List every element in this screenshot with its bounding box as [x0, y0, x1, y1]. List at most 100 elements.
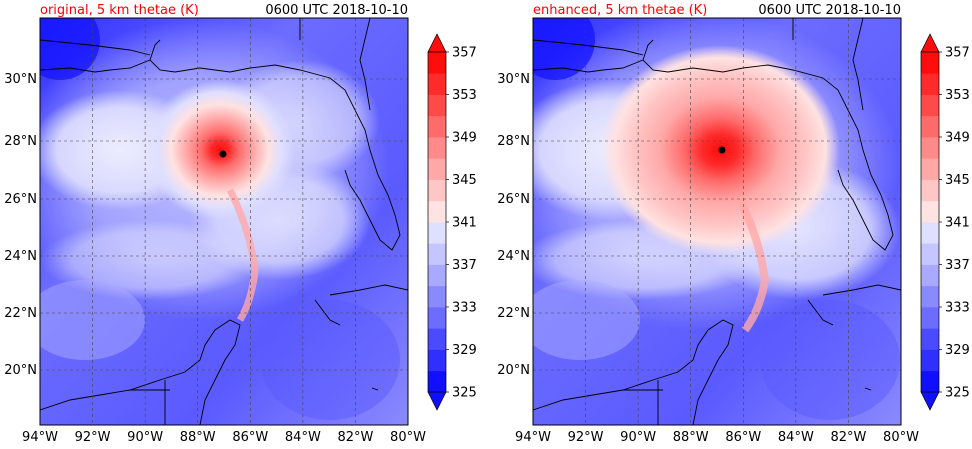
y-tick-labels: 20°N 22°N 24°N 26°N 28°N 30°N [497, 72, 530, 378]
y-tick-label: 22°N [497, 306, 530, 321]
colorbar-segment [921, 179, 939, 202]
colorbar-segment [921, 73, 939, 95]
colorbar-tick-label: 329 [945, 343, 970, 358]
y-tick-label: 30°N [4, 72, 37, 87]
y-tick-label: 20°N [497, 363, 530, 378]
colorbar-segment [428, 243, 446, 265]
colorbar-segment [428, 222, 446, 244]
colorbar-segment [921, 243, 939, 265]
grid-lines [533, 18, 901, 425]
y-tick-label: 24°N [4, 249, 37, 264]
colorbar-segment [428, 264, 446, 287]
colorbar-tick-label: 357 [452, 46, 477, 61]
y-tick-label: 28°N [497, 134, 530, 149]
colorbar-tick-label: 337 [452, 258, 477, 273]
x-tick-label: 86°W [232, 430, 268, 445]
colorbar-segment [428, 137, 446, 159]
colorbar-segment [428, 179, 446, 202]
storm-center-marker [718, 146, 726, 154]
panel-title-right: 0600 UTC 2018-10-10 [265, 3, 408, 18]
panel-title-right: 0600 UTC 2018-10-10 [758, 3, 901, 18]
storm-center-marker [219, 150, 227, 158]
colorbar-segment [921, 222, 939, 244]
x-tick-label: 84°W [778, 430, 814, 445]
colorbar-tick-label: 333 [945, 301, 970, 316]
x-tick-label: 80°W [883, 430, 919, 445]
panel-title-left: enhanced, 5 km thetae (K) [533, 3, 707, 18]
colorbar-segment [921, 349, 939, 372]
y-tick-label: 24°N [497, 249, 530, 264]
colorbar-tick-label: 329 [452, 343, 477, 358]
y-tick-label: 28°N [4, 134, 37, 149]
colorbar-segment [921, 200, 939, 223]
colorbar-tick-label: 353 [945, 88, 970, 103]
plot-frame [39, 17, 409, 426]
colorbar-segment [428, 349, 446, 372]
x-tick-label: 86°W [725, 430, 761, 445]
colorbar-segment [428, 307, 446, 329]
colorbar-segment [921, 307, 939, 329]
y-tick-label: 20°N [4, 363, 37, 378]
x-tick-label: 88°W [673, 430, 709, 445]
x-tick-labels: 94°W 92°W 90°W 88°W 86°W 84°W 82°W 80°W [22, 430, 426, 445]
colorbar-segment [428, 370, 446, 393]
x-tick-labels: 94°W 92°W 90°W 88°W 86°W 84°W 82°W 80°W [515, 430, 919, 445]
colorbar-tick-label: 349 [945, 131, 970, 146]
x-tick-label: 84°W [285, 430, 321, 445]
colorbar-tick-label: 325 [452, 386, 477, 401]
y-tick-label: 26°N [497, 192, 530, 207]
plot-frame [532, 17, 902, 426]
colorbar-segment [921, 158, 939, 180]
x-tick-label: 92°W [568, 430, 604, 445]
colorbar-tick-label: 333 [452, 301, 477, 316]
colorbar: 325 329 333 337 341 345 349 353 357 [427, 33, 477, 411]
colorbar-segment [428, 200, 446, 223]
x-tick-label: 90°W [620, 430, 656, 445]
colorbar-tick-label: 357 [945, 46, 970, 61]
y-tick-labels: 20°N 22°N 24°N 26°N 28°N 30°N [4, 72, 37, 378]
colorbar-tick-label: 345 [945, 173, 970, 188]
x-tick-label: 82°W [830, 430, 866, 445]
thetae-field [40, 18, 408, 425]
colorbar-segment [921, 94, 939, 117]
x-tick-label: 92°W [75, 430, 111, 445]
colorbar-tick-label: 341 [452, 216, 477, 231]
colorbar-segment [921, 137, 939, 159]
colorbar-extend-max [920, 33, 940, 53]
y-tick-label: 30°N [497, 72, 530, 87]
colorbar-segment [428, 73, 446, 95]
x-tick-label: 94°W [22, 430, 58, 445]
colorbar: 325 329 333 337 341 345 349 353 357 [920, 33, 970, 411]
map-panel-original: original, 5 km thetae (K) 0600 UTC 2018-… [4, 3, 477, 445]
colorbar-tick-label: 325 [945, 386, 970, 401]
colorbar-tick-label: 349 [452, 131, 477, 146]
colorbar-tick-label: 345 [452, 173, 477, 188]
colorbar-segment [428, 94, 446, 117]
y-tick-label: 26°N [4, 192, 37, 207]
colorbar-tick-label: 337 [945, 258, 970, 273]
colorbar-segment [428, 328, 446, 350]
colorbar-extend-min [427, 391, 447, 411]
x-tick-label: 90°W [127, 430, 163, 445]
colorbar-tick-label: 353 [452, 88, 477, 103]
colorbar-segment [921, 328, 939, 350]
colorbar-segment [921, 115, 939, 138]
colorbar-segment [428, 115, 446, 138]
colorbar-segment [921, 52, 939, 74]
colorbar-segment [428, 158, 446, 180]
y-tick-label: 22°N [4, 306, 37, 321]
colorbar-segment [921, 285, 939, 308]
x-tick-label: 82°W [337, 430, 373, 445]
colorbar-extend-min [920, 391, 940, 411]
colorbar-segment [921, 370, 939, 393]
colorbar-segment [428, 52, 446, 74]
x-tick-label: 94°W [515, 430, 551, 445]
x-tick-label: 88°W [180, 430, 216, 445]
thetae-field [533, 18, 901, 425]
colorbar-tick-label: 341 [945, 216, 970, 231]
panel-title-left: original, 5 km thetae (K) [40, 3, 199, 18]
map-panel-enhanced: enhanced, 5 km thetae (K) 0600 UTC 2018-… [497, 3, 970, 445]
colorbar-segment [428, 285, 446, 308]
coastlines [40, 18, 408, 425]
